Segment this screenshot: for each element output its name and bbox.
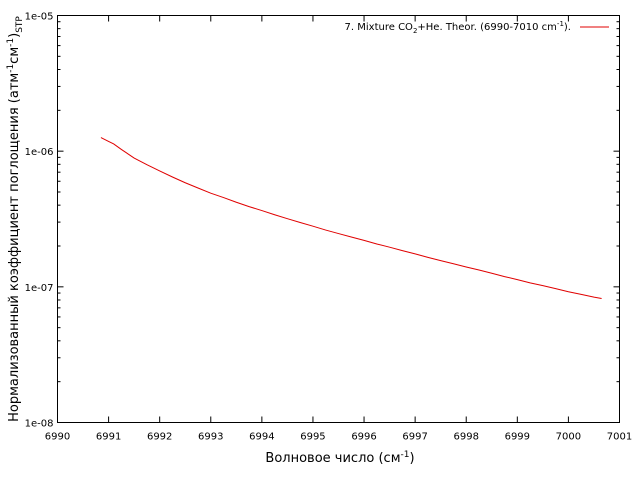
x-ticks: 6990 6991 6992 6993 6994 6995 6996 6997 6998 6999…	[45, 15, 632, 443]
legend: 7. Mixture CO2+He. Theor. (6990-7010 cm-…	[345, 20, 609, 35]
y-axis-title: Нормализованный коэффициент поглощения (…	[6, 16, 25, 422]
y-tick-label: 1e-08	[25, 419, 54, 430]
x-tick-label: 6999	[505, 432, 530, 443]
y-tick-label: 1e-05	[25, 12, 54, 23]
x-tick-label: 7000	[556, 432, 581, 443]
x-tick-label: 6993	[198, 432, 223, 443]
x-tick-label: 6996	[351, 432, 376, 443]
x-tick-label: 6991	[96, 432, 121, 443]
x-axis-title: Волновое число (см-1)	[265, 450, 414, 466]
x-tick-label: 6990	[45, 432, 70, 443]
x-tick-label: 6995	[300, 432, 325, 443]
series-line	[100, 137, 602, 300]
legend-entry-label: 7. Mixture CO2+He. Theor. (6990-7010 cm-…	[345, 20, 571, 35]
plot-frame	[57, 15, 620, 423]
y-tick-label: 1e-06	[25, 147, 54, 158]
series-layer	[100, 137, 602, 300]
x-tick-label: 7001	[607, 432, 632, 443]
y-tick-label: 1e-07	[25, 283, 54, 294]
x-tick-label: 6998	[454, 432, 479, 443]
x-tick-label: 6992	[147, 432, 172, 443]
x-tick-label: 6997	[402, 432, 427, 443]
x-tick-label: 6994	[249, 432, 274, 443]
y-ticks: 1e-08 1e-07 1e-06 1e-05	[25, 12, 620, 430]
